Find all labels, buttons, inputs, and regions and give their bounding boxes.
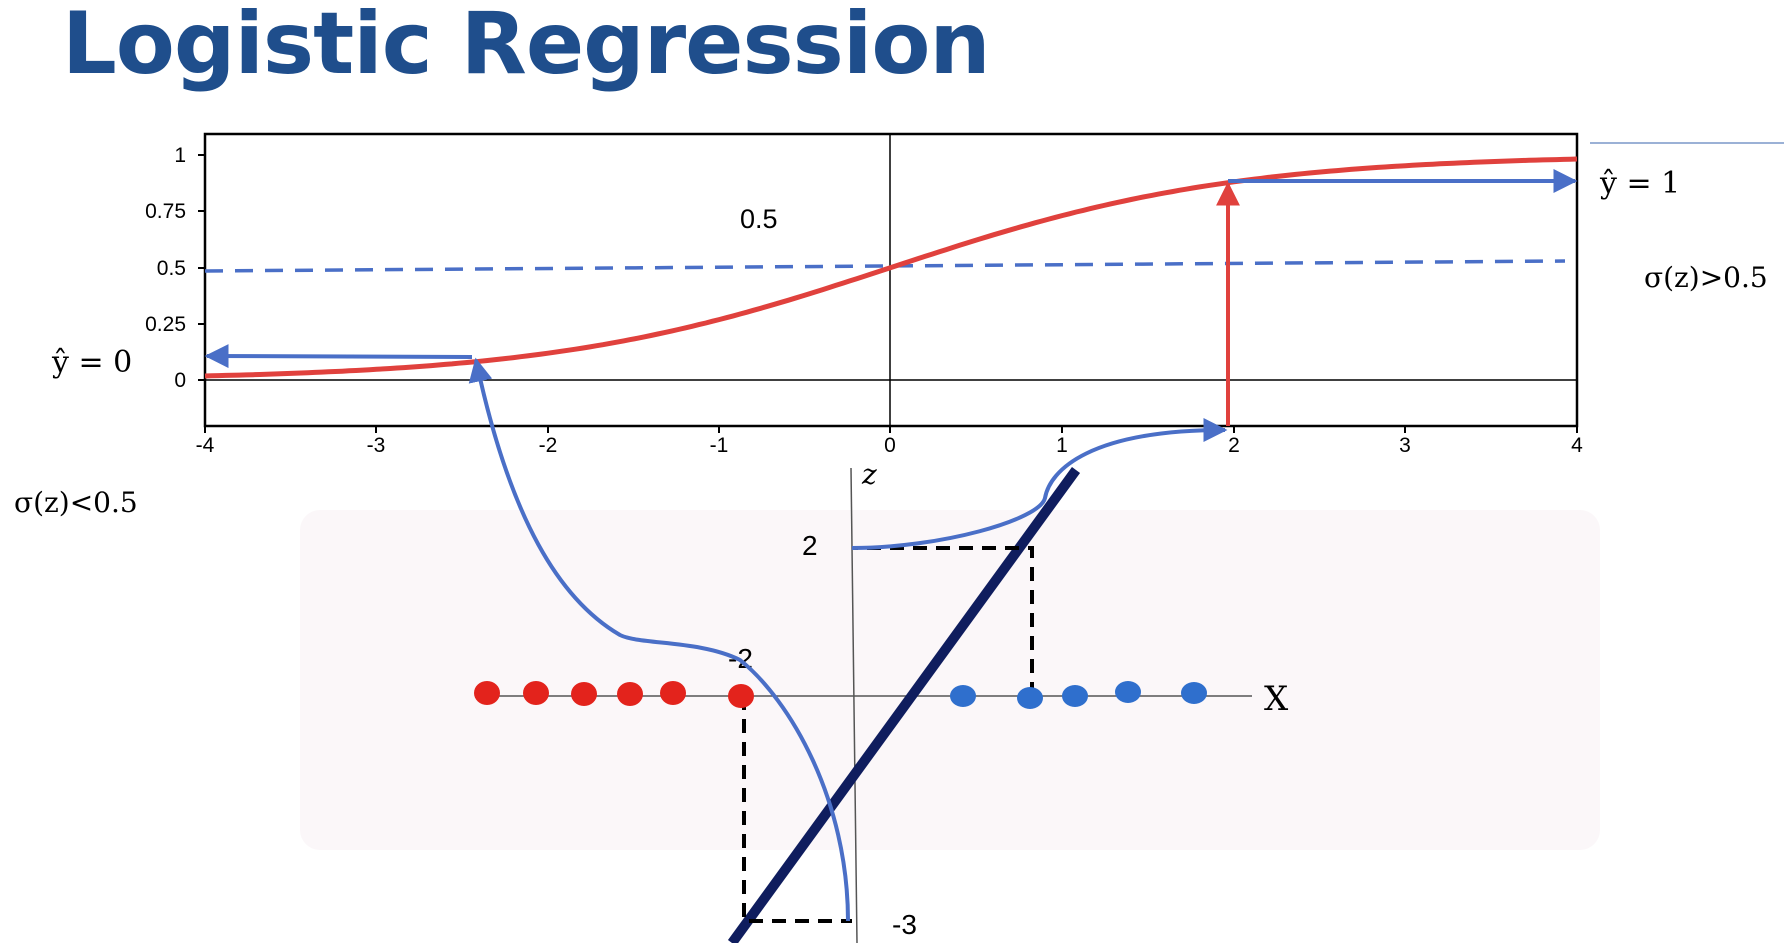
yhat-zero-arrow	[204, 344, 473, 369]
x-axis-label: X	[1264, 679, 1289, 719]
data-point-red	[571, 682, 597, 706]
y-tick-label: 1	[174, 144, 186, 167]
projection-guide-positive	[852, 546, 1034, 696]
z-axis	[850, 467, 858, 943]
threshold-label: 0.5	[740, 204, 778, 234]
projection-guide-negative	[742, 696, 852, 923]
z-value-low: -3	[892, 909, 917, 940]
y-tick-label: 0	[174, 369, 186, 392]
red-points	[474, 681, 754, 708]
x-tick-label: -2	[539, 434, 558, 457]
data-point-blue	[1115, 681, 1141, 703]
x-tick-label: 0	[884, 434, 896, 457]
mapping-arrow-positive	[851, 418, 1228, 550]
x-axis-ticks: -4 -3 -2 -1 0 1 2 3 4	[196, 426, 1583, 457]
x-tick-label: 2	[1228, 434, 1240, 457]
x-tick-label: 4	[1571, 434, 1583, 457]
yhat-zero-label: ŷ = 0	[51, 345, 132, 380]
z-value-high: 2	[802, 530, 818, 561]
data-point-red	[728, 684, 754, 708]
x-tick-label: -4	[196, 434, 215, 457]
data-point-blue	[1181, 682, 1207, 704]
sigma-greater-label: σ(z)>0.5	[1644, 261, 1768, 294]
y-axis-ticks: 1 0.75 0.5 0.25 0	[145, 144, 205, 392]
sigmoid-curve	[204, 156, 1578, 379]
sigmoid-plot-frame	[203, 132, 1579, 428]
x-tick-label: 3	[1399, 434, 1411, 457]
yhat-one-label: ŷ = 1	[1599, 166, 1680, 201]
y-tick-label: 0.25	[145, 313, 186, 336]
watermark-background	[300, 510, 1600, 850]
data-point-red	[617, 682, 643, 706]
slide-title: Logistic Regression	[62, 0, 991, 94]
sigma-less-label: σ(z)<0.5	[14, 486, 138, 519]
mapping-arrow-negative	[468, 357, 850, 922]
data-point-blue	[950, 685, 976, 707]
y-tick-label: 0.5	[157, 257, 186, 280]
blue-points	[950, 681, 1207, 709]
data-point-red	[660, 681, 686, 705]
x-tick-label: -3	[367, 434, 386, 457]
x-tick-label: 1	[1056, 434, 1068, 457]
y-tick-label: 0.75	[145, 200, 186, 223]
data-point-red	[474, 681, 500, 705]
x-tick-label: -1	[710, 434, 729, 457]
threshold-line	[204, 259, 1566, 273]
data-point-blue	[1017, 687, 1043, 709]
data-point-blue	[1062, 685, 1088, 707]
data-point-red	[523, 681, 549, 705]
z-axis-label: z	[861, 458, 877, 491]
